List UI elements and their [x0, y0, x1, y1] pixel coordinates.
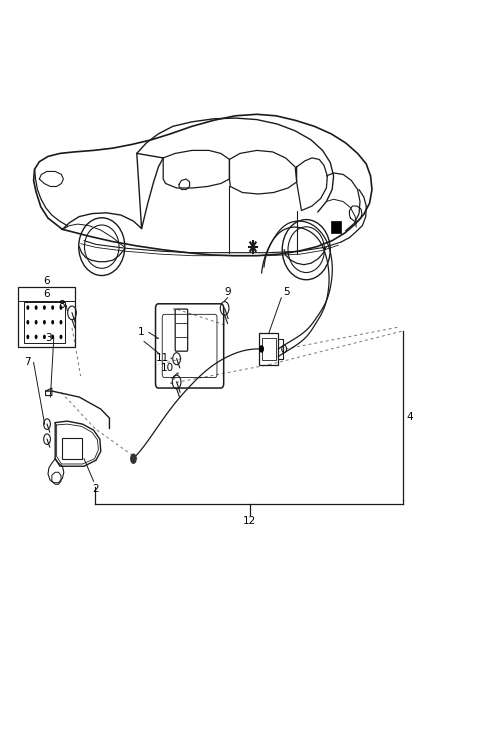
- Circle shape: [60, 305, 62, 310]
- Circle shape: [43, 320, 46, 324]
- Text: 6: 6: [43, 289, 50, 299]
- Text: 12: 12: [243, 516, 256, 526]
- Circle shape: [35, 335, 37, 339]
- Text: 9: 9: [224, 287, 231, 297]
- Bar: [18, 287, 75, 347]
- Circle shape: [60, 335, 62, 339]
- Circle shape: [51, 320, 54, 324]
- Text: 8: 8: [58, 300, 65, 311]
- Circle shape: [26, 305, 29, 310]
- Circle shape: [43, 305, 46, 310]
- Text: 11: 11: [156, 353, 169, 363]
- Text: 5: 5: [283, 287, 289, 297]
- Text: 10: 10: [160, 363, 174, 374]
- Circle shape: [43, 335, 46, 339]
- Circle shape: [26, 335, 29, 339]
- Bar: [259, 333, 278, 365]
- Circle shape: [259, 345, 264, 353]
- Circle shape: [51, 335, 54, 339]
- Text: 4: 4: [407, 412, 413, 423]
- Circle shape: [130, 453, 137, 464]
- Text: 6: 6: [43, 276, 50, 287]
- Bar: [331, 221, 341, 233]
- Bar: [262, 338, 276, 360]
- Text: 7: 7: [24, 357, 31, 368]
- Circle shape: [35, 320, 37, 324]
- Circle shape: [51, 305, 54, 310]
- Circle shape: [35, 305, 37, 310]
- Text: 3: 3: [45, 333, 51, 344]
- Bar: [62, 438, 82, 459]
- Circle shape: [26, 320, 29, 324]
- Circle shape: [60, 320, 62, 324]
- Text: 2: 2: [93, 484, 99, 494]
- Bar: [24, 302, 65, 343]
- Text: 1: 1: [138, 327, 145, 338]
